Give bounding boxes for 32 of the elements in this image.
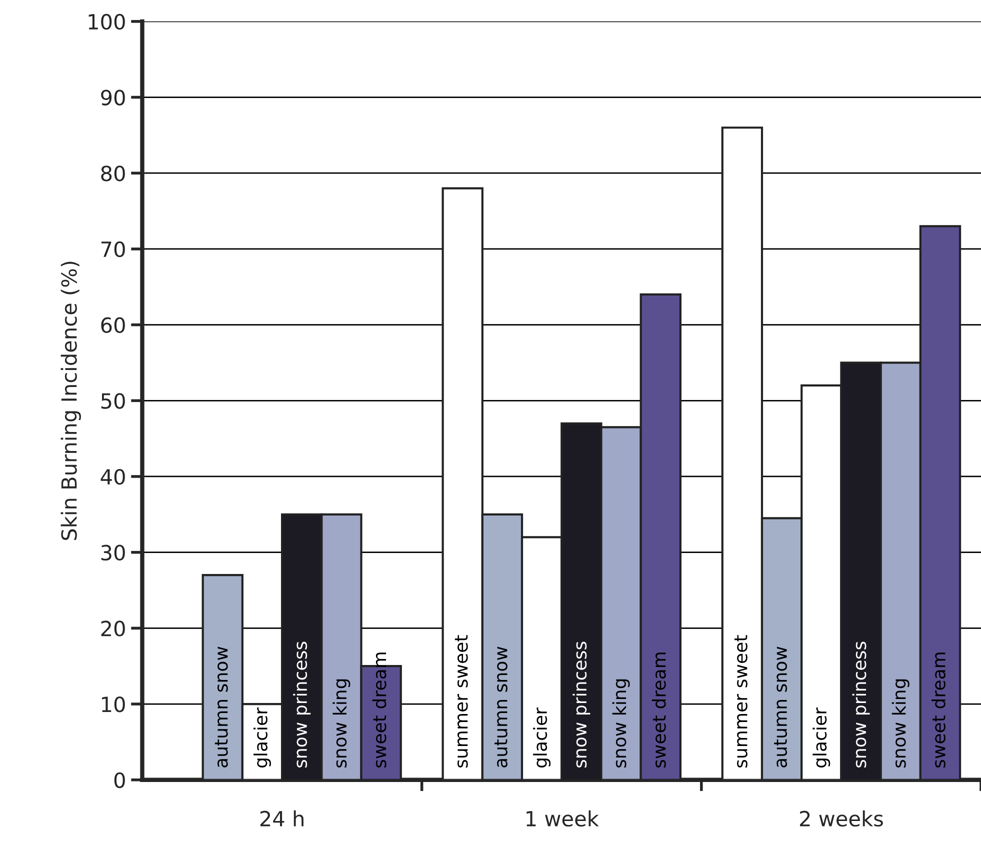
y-tick-label: 10 bbox=[102, 696, 125, 712]
y-tick-label: 30 bbox=[101, 544, 125, 561]
y-tick-label: 60 bbox=[101, 317, 125, 334]
text: autumn snow bbox=[774, 646, 788, 768]
y-tick-label: 40 bbox=[100, 468, 125, 485]
series-label: summer sweet bbox=[454, 635, 468, 768]
y-tick-label: 80 bbox=[101, 166, 125, 182]
series-label: glacier bbox=[253, 707, 271, 768]
text: sweet dream bbox=[372, 652, 386, 768]
y-tick-label: 70 bbox=[101, 241, 125, 258]
x-tick-label: 24 h bbox=[260, 810, 304, 826]
series-label: autumn snow bbox=[214, 646, 228, 768]
text: snow king bbox=[332, 679, 350, 768]
y-tick-label: 100 bbox=[88, 14, 125, 30]
x-tick-label: 1 week bbox=[526, 810, 599, 827]
y-axis-title: Skin Burning Incidence (%) bbox=[60, 262, 81, 540]
y-tick-label: 90 bbox=[101, 90, 125, 106]
text: snow princess bbox=[852, 642, 870, 768]
x-tick-label: 2 weeks bbox=[800, 810, 883, 827]
series-label: snow king bbox=[612, 679, 630, 768]
text: glacier bbox=[533, 707, 551, 768]
text: summer sweet bbox=[734, 635, 748, 768]
text: glacier bbox=[812, 707, 830, 768]
y-tick-label: 20 bbox=[101, 620, 125, 636]
y-tick-label: 50 bbox=[101, 393, 125, 409]
text: autumn snow bbox=[494, 646, 508, 768]
series-label: sweet dream bbox=[652, 652, 666, 768]
y-tick-label: 0 bbox=[114, 772, 125, 788]
text: sweet dream bbox=[931, 652, 946, 768]
text: snow king bbox=[892, 679, 910, 768]
text: snow princess bbox=[572, 642, 590, 768]
series-label: snow princess bbox=[293, 642, 311, 768]
